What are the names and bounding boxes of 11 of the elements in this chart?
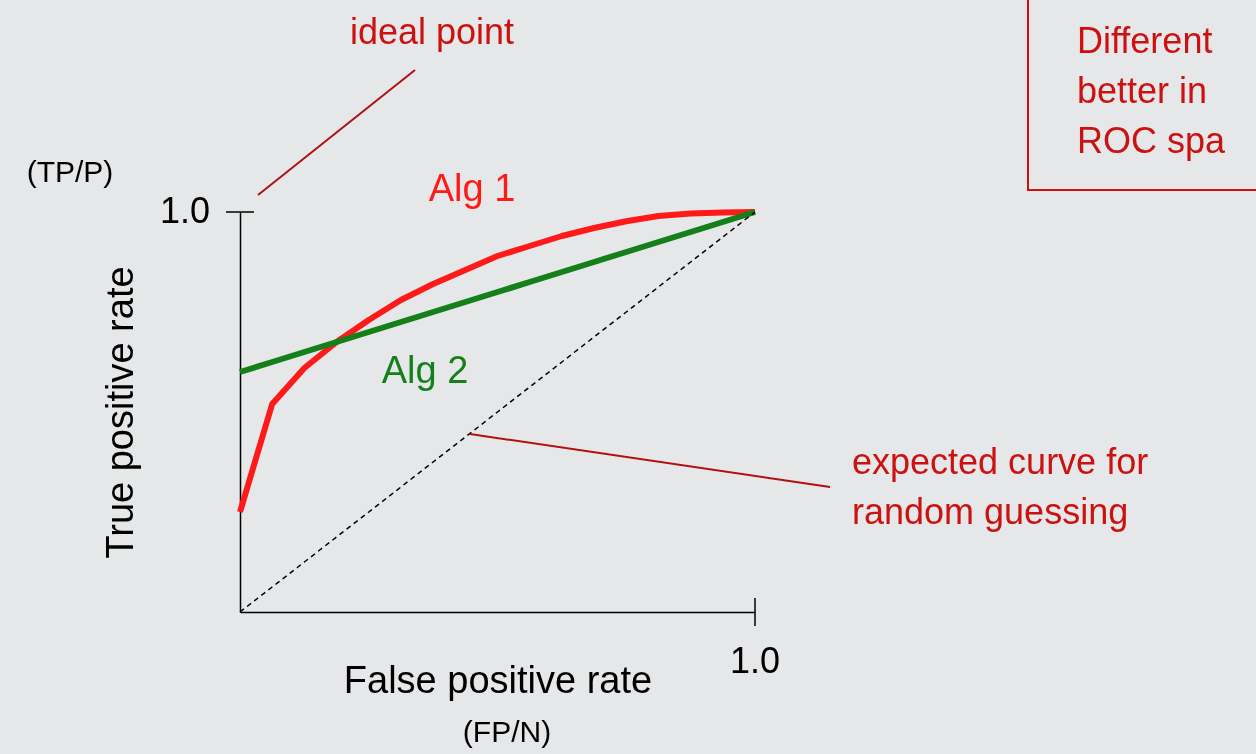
x-axis-title: False positive rate	[343, 658, 653, 701]
series-label: Alg 1	[428, 167, 516, 209]
y-axis-title: True positive rate	[98, 266, 141, 559]
text: expected curve for random guessing	[852, 441, 1149, 532]
text: Different better in ROC spa	[1077, 20, 1227, 161]
text: (FP/N)	[462, 715, 552, 748]
text: ideal point	[349, 11, 515, 52]
text: 1.0	[729, 640, 781, 681]
series-label: Alg 2	[381, 349, 469, 391]
text: 1.0	[159, 190, 210, 231]
text: (TP/P)	[26, 155, 114, 188]
